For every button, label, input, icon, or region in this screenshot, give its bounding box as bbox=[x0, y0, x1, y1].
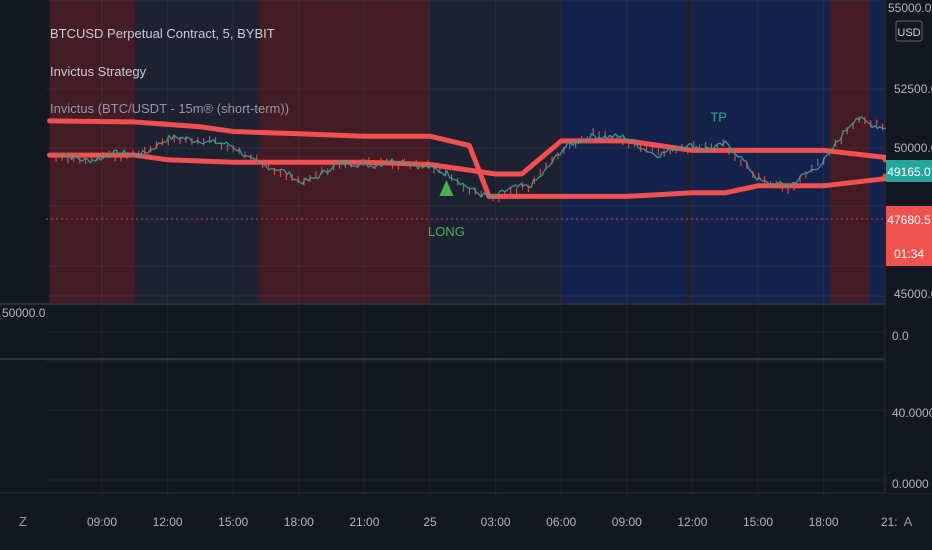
price-series bbox=[55, 116, 910, 202]
time-tick-label: 21:00 bbox=[349, 515, 379, 529]
symbol-title[interactable]: BTCUSD Perpetual Contract, 5, BYBIT bbox=[50, 26, 275, 41]
ask-price-badge bbox=[886, 206, 932, 266]
time-tick-label: 09:00 bbox=[612, 515, 642, 529]
trend-zone-bear bbox=[259, 0, 430, 304]
last-price-label: 49165.0 bbox=[887, 165, 931, 179]
tp-signal-label: TP bbox=[710, 109, 727, 124]
time-tick-label: 18:00 bbox=[809, 515, 839, 529]
lower-tick-label: 0.0 bbox=[892, 329, 909, 343]
price-tick-cut: 55000.0 bbox=[888, 1, 932, 15]
countdown-label: 01:34 bbox=[894, 247, 924, 261]
grid-lines bbox=[0, 0, 932, 495]
time-tick-label: 09:00 bbox=[87, 515, 117, 529]
trend-zone-bear bbox=[49, 0, 135, 304]
long-signal-arrow bbox=[439, 180, 454, 197]
time-tick-label: 18:00 bbox=[284, 515, 314, 529]
trade-signals: LONG TP bbox=[428, 109, 727, 239]
price-tick-label: 45000.0 bbox=[894, 287, 932, 301]
last-price-badge bbox=[886, 160, 932, 182]
lower-tick-label: 40.0000 bbox=[892, 406, 932, 420]
currency-button-label[interactable]: USD bbox=[897, 27, 920, 39]
trend-zone-bull bbox=[561, 0, 686, 304]
currency-button bbox=[895, 20, 923, 42]
subpane-top-label: 50000.0 bbox=[2, 306, 46, 320]
trend-zone-bull bbox=[869, 0, 885, 304]
time-tick-label: 21: bbox=[881, 515, 898, 529]
time-tick-label: 25 bbox=[423, 515, 437, 529]
zoom-button[interactable]: Z bbox=[19, 514, 27, 529]
indicator-legend[interactable]: Invictus (BTC/USDT - 15m® (short-term)) bbox=[50, 101, 290, 116]
ask-price-label: 47680.5 bbox=[887, 213, 931, 227]
time-tick-label: 15:00 bbox=[218, 515, 248, 529]
time-tick-label: 12:00 bbox=[153, 515, 183, 529]
long-signal-label: LONG bbox=[428, 224, 465, 239]
time-axis-panel bbox=[0, 494, 932, 550]
upper_band-line bbox=[47, 138, 888, 177]
strategy-legend[interactable]: Invictus Strategy bbox=[50, 64, 147, 79]
lower-tick-label: 0.0000 bbox=[892, 477, 929, 491]
time-tick-label: 03:00 bbox=[481, 515, 511, 529]
time-tick-label: 15:00 bbox=[743, 515, 773, 529]
auto-scale-button[interactable]: A bbox=[904, 514, 913, 529]
price-tick-label: 52500.0 bbox=[894, 82, 932, 96]
time-tick-label: 06:00 bbox=[546, 515, 576, 529]
time-tick-label: 12:00 bbox=[677, 515, 707, 529]
trend-zone-neutral bbox=[430, 0, 562, 304]
price-wicks bbox=[55, 116, 907, 202]
price-tick-label: 50000.0 bbox=[894, 141, 932, 155]
